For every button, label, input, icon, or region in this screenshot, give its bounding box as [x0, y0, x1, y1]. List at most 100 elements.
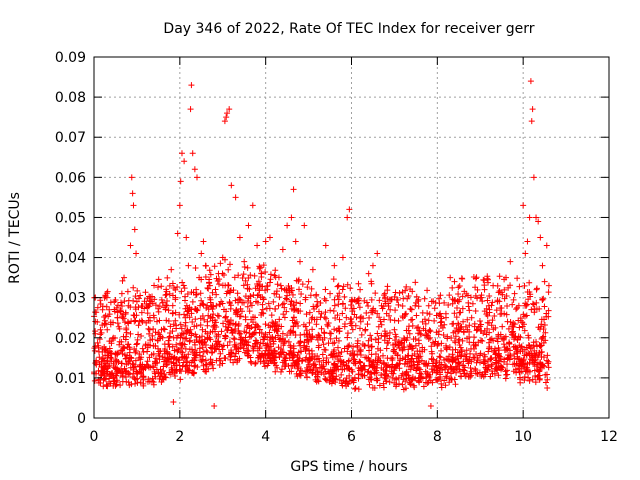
data-point [371, 365, 378, 372]
data-point [501, 334, 508, 341]
data-point [231, 274, 238, 281]
data-point [541, 303, 548, 310]
data-point [208, 303, 215, 310]
data-point [309, 266, 316, 273]
data-point [257, 264, 264, 271]
data-point [364, 369, 371, 376]
data-point [471, 323, 478, 330]
data-point [272, 362, 279, 369]
data-point [344, 330, 351, 337]
data-point [114, 314, 121, 321]
data-point [307, 334, 314, 341]
data-point [336, 290, 343, 297]
data-point [252, 360, 259, 367]
data-point [279, 246, 286, 253]
data-point [223, 327, 230, 334]
data-point [165, 341, 172, 348]
data-point [437, 292, 444, 299]
data-point [340, 283, 347, 290]
data-point [331, 296, 338, 303]
data-point [288, 287, 295, 294]
data-point [439, 367, 446, 374]
data-point [309, 369, 316, 376]
data-point [178, 325, 185, 332]
data-point [379, 305, 386, 312]
data-point [331, 339, 338, 346]
data-point [313, 303, 320, 310]
data-point [273, 288, 280, 295]
data-point [236, 313, 243, 320]
data-point [293, 318, 300, 325]
data-point [321, 314, 328, 321]
data-point [442, 314, 449, 321]
data-point [520, 311, 527, 318]
data-point [103, 368, 110, 375]
data-point [392, 307, 399, 314]
data-point [453, 314, 460, 321]
data-point [169, 292, 176, 299]
data-point [402, 354, 409, 361]
data-point [413, 355, 420, 362]
data-point [169, 302, 176, 309]
data-point [545, 289, 552, 296]
data-point [357, 359, 364, 366]
data-point [99, 303, 106, 310]
data-point [103, 381, 110, 388]
data-point [437, 322, 444, 329]
data-point [532, 379, 539, 386]
data-point [185, 262, 192, 269]
data-point [160, 325, 167, 332]
data-point [525, 374, 532, 381]
data-point [158, 283, 165, 290]
data-point [221, 256, 228, 263]
data-point [255, 323, 262, 330]
data-point [486, 293, 493, 300]
data-point [163, 317, 170, 324]
data-point [396, 380, 403, 387]
data-point [256, 352, 263, 359]
data-point [182, 297, 189, 304]
data-point [274, 281, 281, 288]
data-point [334, 283, 341, 290]
data-point [541, 322, 548, 329]
data-point [236, 329, 243, 336]
data-point [416, 348, 423, 355]
data-point [527, 78, 534, 85]
data-point [391, 367, 398, 374]
data-point [467, 350, 474, 357]
data-point [181, 311, 188, 318]
data-point [267, 343, 274, 350]
data-point [403, 369, 410, 376]
data-point [262, 238, 269, 245]
data-point [455, 360, 462, 367]
data-point [426, 327, 433, 334]
data-point [433, 312, 440, 319]
data-point [370, 305, 377, 312]
data-point [517, 315, 524, 322]
y-tick-label: 0.02 [55, 331, 86, 347]
data-point [293, 370, 300, 377]
data-point [101, 317, 108, 324]
data-point [276, 316, 283, 323]
data-point [306, 357, 313, 364]
data-point [545, 282, 552, 289]
data-point [227, 302, 234, 309]
data-point [214, 339, 221, 346]
data-point [437, 354, 444, 361]
data-point [391, 326, 398, 333]
data-point [170, 321, 177, 328]
data-point [259, 283, 266, 290]
data-point [380, 360, 387, 367]
data-point [217, 350, 224, 357]
data-point [358, 331, 365, 338]
data-point [240, 282, 247, 289]
data-point [222, 335, 229, 342]
data-point [164, 274, 171, 281]
data-point [250, 331, 257, 338]
data-point [157, 366, 164, 373]
data-point [301, 331, 308, 338]
data-point [231, 353, 238, 360]
data-point [289, 317, 296, 324]
data-point [142, 289, 149, 296]
data-point [355, 371, 362, 378]
